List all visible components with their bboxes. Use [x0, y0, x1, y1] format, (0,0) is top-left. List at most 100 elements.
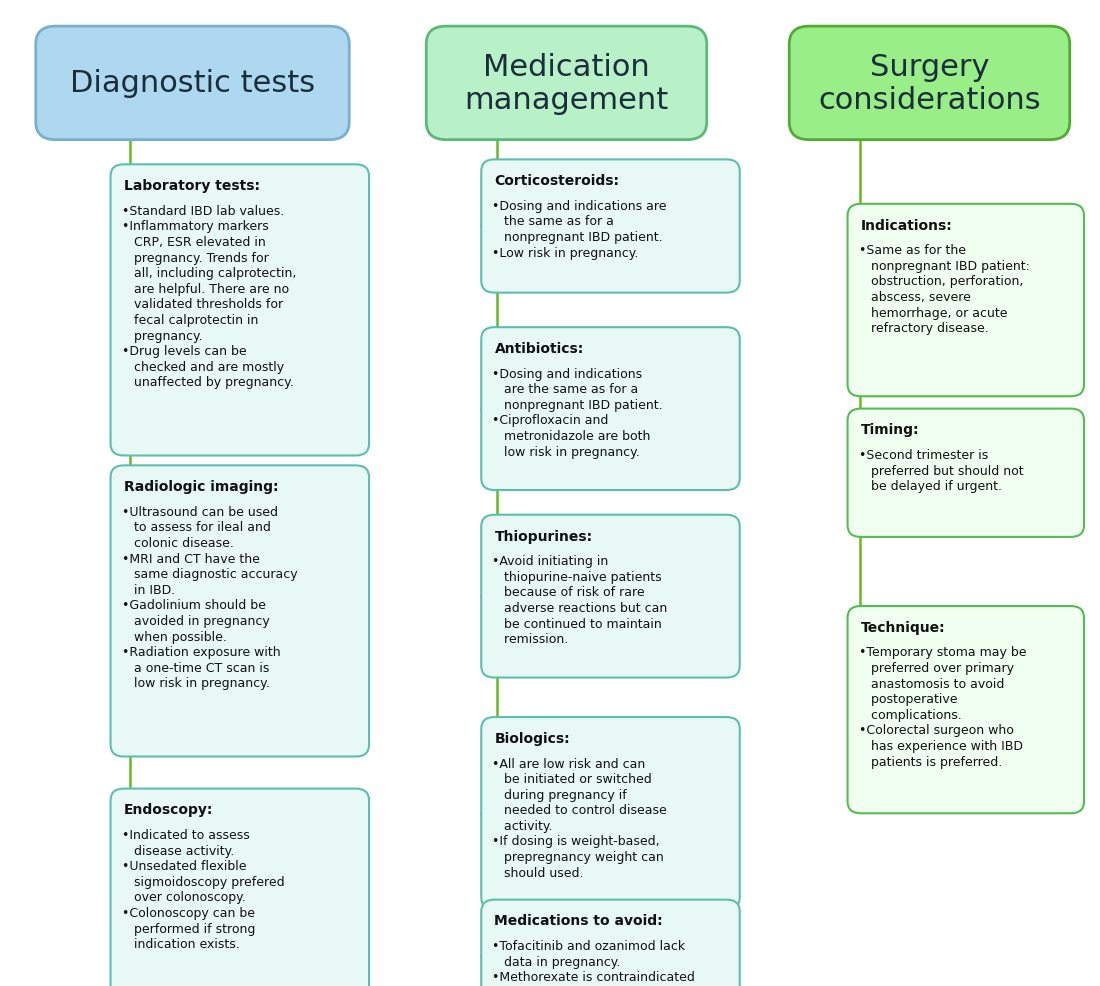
- Text: •Low risk in pregnancy.: •Low risk in pregnancy.: [493, 246, 639, 259]
- Text: thiopurine-naive patients: thiopurine-naive patients: [493, 570, 662, 583]
- Text: postoperative: postoperative: [858, 692, 957, 706]
- Text: all, including calprotectin,: all, including calprotectin,: [121, 267, 296, 280]
- Text: needed to control disease: needed to control disease: [493, 804, 667, 816]
- Text: has experience with IBD: has experience with IBD: [858, 740, 1023, 752]
- Text: same diagnostic accuracy: same diagnostic accuracy: [121, 568, 297, 581]
- Text: indication exists.: indication exists.: [121, 938, 240, 951]
- Text: be initiated or switched: be initiated or switched: [493, 772, 652, 785]
- Text: •Unsedated flexible: •Unsedated flexible: [121, 860, 246, 873]
- FancyBboxPatch shape: [482, 328, 740, 491]
- Text: the same as for a: the same as for a: [493, 215, 614, 228]
- Text: colonic disease.: colonic disease.: [121, 536, 233, 549]
- Text: when possible.: when possible.: [121, 630, 227, 643]
- Text: •Ultrasound can be used: •Ultrasound can be used: [121, 506, 277, 519]
- Text: be delayed if urgent.: be delayed if urgent.: [858, 480, 1001, 493]
- Text: Radiologic imaging:: Radiologic imaging:: [123, 480, 278, 494]
- FancyBboxPatch shape: [110, 166, 370, 456]
- Text: preferred over primary: preferred over primary: [858, 662, 1013, 674]
- Text: Medications to avoid:: Medications to avoid:: [495, 913, 663, 928]
- Text: Diagnostic tests: Diagnostic tests: [70, 69, 315, 99]
- FancyBboxPatch shape: [482, 515, 740, 678]
- Text: performed if strong: performed if strong: [121, 922, 255, 935]
- Text: prepregnancy weight can: prepregnancy weight can: [493, 850, 664, 863]
- Text: Antibiotics:: Antibiotics:: [495, 342, 584, 356]
- Text: complications.: complications.: [858, 708, 961, 721]
- Text: refractory disease.: refractory disease.: [858, 321, 988, 335]
- FancyBboxPatch shape: [482, 718, 740, 909]
- FancyBboxPatch shape: [427, 27, 707, 140]
- Text: Corticosteroids:: Corticosteroids:: [495, 174, 619, 188]
- Text: •MRI and CT have the: •MRI and CT have the: [121, 552, 260, 565]
- Text: •Second trimester is: •Second trimester is: [858, 449, 988, 461]
- FancyBboxPatch shape: [482, 160, 740, 294]
- Text: avoided in pregnancy: avoided in pregnancy: [121, 614, 270, 627]
- Text: fecal calprotectin in: fecal calprotectin in: [121, 314, 257, 326]
- Text: Timing:: Timing:: [860, 423, 920, 437]
- Text: unaffected by pregnancy.: unaffected by pregnancy.: [121, 376, 294, 388]
- Text: validated thresholds for: validated thresholds for: [121, 298, 283, 311]
- Text: •Standard IBD lab values.: •Standard IBD lab values.: [121, 205, 284, 218]
- Text: •Temporary stoma may be: •Temporary stoma may be: [858, 646, 1026, 659]
- FancyBboxPatch shape: [790, 27, 1069, 140]
- Text: data in pregnancy.: data in pregnancy.: [493, 954, 620, 967]
- Text: low risk in pregnancy.: low risk in pregnancy.: [493, 446, 640, 458]
- FancyBboxPatch shape: [110, 466, 370, 757]
- Text: are the same as for a: are the same as for a: [493, 383, 638, 395]
- Text: •Drug levels can be: •Drug levels can be: [121, 345, 246, 358]
- Text: because of risk of rare: because of risk of rare: [493, 586, 645, 599]
- FancyBboxPatch shape: [847, 409, 1084, 537]
- FancyBboxPatch shape: [482, 899, 740, 986]
- Text: Surgery
considerations: Surgery considerations: [818, 52, 1041, 115]
- Text: Medication
management: Medication management: [464, 52, 669, 115]
- Text: activity.: activity.: [493, 819, 552, 832]
- Text: obstruction, perforation,: obstruction, perforation,: [858, 275, 1023, 288]
- Text: are helpful. There are no: are helpful. There are no: [121, 282, 288, 296]
- Text: abscess, severe: abscess, severe: [858, 291, 970, 304]
- Text: Technique:: Technique:: [860, 620, 945, 634]
- Text: be continued to maintain: be continued to maintain: [493, 617, 662, 630]
- Text: low risk in pregnancy.: low risk in pregnancy.: [121, 676, 270, 689]
- Text: Endoscopy:: Endoscopy:: [123, 803, 213, 816]
- Text: •Tofacitinib and ozanimod lack: •Tofacitinib and ozanimod lack: [493, 939, 685, 952]
- Text: •Avoid initiating in: •Avoid initiating in: [493, 554, 608, 568]
- Text: anastomosis to avoid: anastomosis to avoid: [858, 677, 1004, 690]
- Text: •Gadolinium should be: •Gadolinium should be: [121, 599, 265, 611]
- Text: in IBD.: in IBD.: [121, 584, 175, 597]
- Text: nonpregnant IBD patient:: nonpregnant IBD patient:: [858, 259, 1030, 272]
- Text: remission.: remission.: [493, 633, 569, 646]
- Text: to assess for ileal and: to assess for ileal and: [121, 521, 271, 533]
- Text: Laboratory tests:: Laboratory tests:: [123, 179, 260, 193]
- Text: nonpregnant IBD patient.: nonpregnant IBD patient.: [493, 398, 663, 411]
- FancyBboxPatch shape: [110, 789, 370, 986]
- Text: during pregnancy if: during pregnancy if: [493, 788, 627, 801]
- Text: a one-time CT scan is: a one-time CT scan is: [121, 662, 268, 674]
- Text: patients is preferred.: patients is preferred.: [858, 755, 1002, 768]
- Text: sigmoidoscopy prefered: sigmoidoscopy prefered: [121, 875, 284, 888]
- Text: •Same as for the: •Same as for the: [858, 245, 966, 257]
- Text: adverse reactions but can: adverse reactions but can: [493, 601, 668, 614]
- FancyBboxPatch shape: [35, 27, 350, 140]
- Text: pregnancy. Trends for: pregnancy. Trends for: [121, 251, 268, 264]
- Text: •Colonoscopy can be: •Colonoscopy can be: [121, 906, 254, 919]
- Text: •All are low risk and can: •All are low risk and can: [493, 757, 646, 770]
- Text: disease activity.: disease activity.: [121, 844, 234, 857]
- Text: •Ciprofloxacin and: •Ciprofloxacin and: [493, 414, 608, 427]
- Text: Indications:: Indications:: [860, 219, 953, 233]
- FancyBboxPatch shape: [847, 205, 1084, 397]
- FancyBboxPatch shape: [847, 606, 1084, 813]
- Text: preferred but should not: preferred but should not: [858, 464, 1023, 477]
- Text: metronidazole are both: metronidazole are both: [493, 430, 650, 443]
- Text: CRP, ESR elevated in: CRP, ESR elevated in: [121, 236, 265, 248]
- Text: •Methorexate is contraindicated: •Methorexate is contraindicated: [493, 970, 695, 983]
- Text: •Radiation exposure with: •Radiation exposure with: [121, 646, 280, 659]
- Text: •Dosing and indications: •Dosing and indications: [493, 368, 642, 381]
- Text: over colonoscopy.: over colonoscopy.: [121, 890, 245, 903]
- Text: pregnancy.: pregnancy.: [121, 329, 202, 342]
- Text: •Indicated to assess: •Indicated to assess: [121, 828, 250, 841]
- Text: •Dosing and indications are: •Dosing and indications are: [493, 199, 667, 213]
- Text: hemorrhage, or acute: hemorrhage, or acute: [858, 307, 1008, 319]
- Text: Biologics:: Biologics:: [495, 732, 570, 745]
- Text: •Inflammatory markers: •Inflammatory markers: [121, 220, 268, 233]
- Text: should used.: should used.: [493, 866, 584, 879]
- Text: nonpregnant IBD patient.: nonpregnant IBD patient.: [493, 231, 663, 244]
